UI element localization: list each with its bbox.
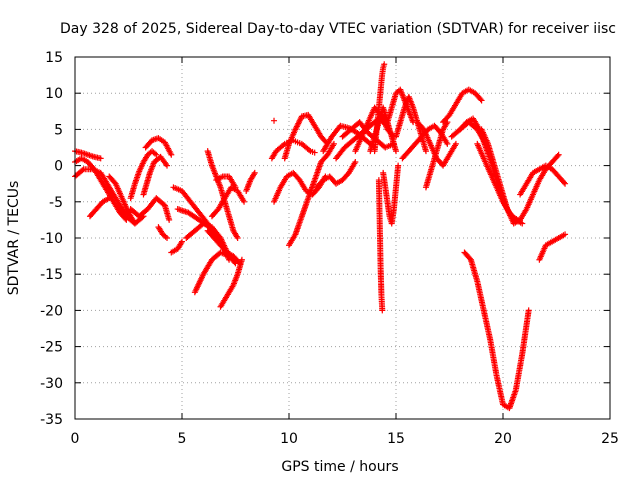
data-point (395, 162, 402, 169)
data-point (379, 307, 386, 314)
data-point (97, 155, 104, 162)
data-point (562, 180, 569, 187)
x-tick-label: 15 (387, 431, 405, 447)
data-series (213, 173, 239, 191)
x-tick-label: 10 (280, 431, 298, 447)
y-tick-label: -15 (40, 267, 63, 283)
data-point (352, 158, 359, 165)
y-tick-label: -20 (40, 303, 63, 319)
grid-lines (75, 57, 610, 419)
data-series (536, 231, 569, 263)
data-series (375, 177, 386, 314)
y-tick-label: 10 (45, 86, 63, 102)
data-series (380, 162, 402, 227)
data-point (131, 220, 138, 227)
data-point (166, 216, 173, 223)
axis-ticks: 0 5 10 15 20 25 15 10 5 0 -5 -10 -15 -20 -25 -30 -35 (40, 50, 619, 447)
data-series (268, 137, 318, 162)
data-series (461, 249, 532, 412)
data-point (560, 179, 567, 186)
data-point (452, 140, 459, 147)
data-point (168, 151, 175, 158)
data-point (164, 162, 171, 169)
data-series (155, 224, 171, 241)
y-tick-label: -25 (40, 340, 63, 356)
data-series (271, 117, 278, 124)
data-point (234, 235, 241, 241)
data-points (72, 61, 569, 412)
data-point (393, 148, 399, 155)
x-axis-label: GPS time / hours (281, 459, 398, 475)
data-series (313, 158, 359, 191)
data-series (320, 122, 378, 155)
data-point (179, 238, 185, 245)
data-series (243, 169, 258, 194)
data-point (330, 140, 337, 147)
data-point (477, 96, 484, 103)
data-series (86, 195, 113, 220)
data-point (525, 307, 532, 314)
y-tick-label: 5 (54, 122, 63, 138)
data-series (140, 153, 171, 198)
data-series (414, 119, 459, 169)
data-point (381, 61, 388, 68)
data-point (251, 169, 258, 176)
data-point (478, 97, 485, 104)
y-tick-label: 15 (45, 50, 63, 66)
data-series (142, 135, 175, 158)
y-axis-label: SDTVAR / TECUs (6, 181, 22, 296)
x-tick-label: 20 (494, 431, 512, 447)
data-point (555, 151, 562, 158)
data-point (554, 152, 561, 159)
x-tick-label: 25 (601, 431, 619, 447)
data-series (217, 256, 245, 310)
y-tick-label: -10 (40, 231, 63, 247)
data-series (517, 162, 569, 198)
x-tick-label: 0 (71, 431, 80, 447)
data-point (123, 216, 130, 223)
data-point (444, 140, 451, 147)
data-point (519, 220, 526, 227)
data-point (562, 231, 569, 238)
data-point (106, 195, 113, 202)
data-point (79, 167, 86, 174)
data-series (168, 238, 185, 256)
data-point (241, 198, 248, 205)
x-tick-label: 5 (178, 431, 187, 447)
data-series (286, 140, 337, 249)
data-series (422, 119, 451, 191)
y-tick-label: -35 (40, 412, 63, 428)
y-tick-label: -5 (49, 195, 63, 211)
data-point (232, 184, 239, 191)
data-series (127, 148, 160, 202)
data-series (371, 61, 388, 155)
data-point (271, 117, 278, 124)
data-point (311, 149, 318, 156)
data-series (440, 86, 485, 126)
chart-title: Day 328 of 2025, Sidereal Day-to-day VTE… (60, 21, 616, 37)
data-series (72, 148, 104, 162)
data-point (164, 235, 171, 241)
data-point (153, 151, 160, 158)
data-point (422, 148, 429, 155)
data-point (238, 256, 245, 263)
data-point (122, 215, 129, 222)
y-tick-label: -30 (40, 376, 63, 392)
data-series (281, 111, 331, 162)
data-series (127, 195, 173, 223)
y-tick-label: 0 (54, 159, 63, 175)
data-series (393, 93, 429, 155)
